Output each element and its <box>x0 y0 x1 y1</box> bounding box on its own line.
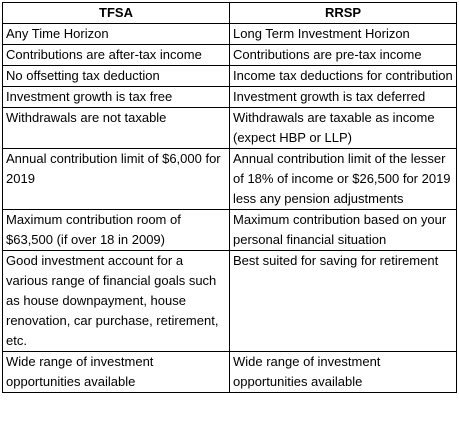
table-row: Good investment account for a various ra… <box>2 250 457 352</box>
rrsp-cell: Investment growth is tax deferred <box>229 86 457 108</box>
header-rrsp: RRSP <box>229 2 457 24</box>
table-row: Wide range of investment opportunities a… <box>2 351 457 393</box>
table-row: Annual contribution limit of $6,000 for … <box>2 148 457 210</box>
rrsp-cell: Wide range of investment opportunities a… <box>229 351 457 393</box>
tfsa-cell: Annual contribution limit of $6,000 for … <box>2 148 230 210</box>
table-row: Maximum contribution room of $63,500 (if… <box>2 209 457 251</box>
rrsp-cell: Best suited for saving for retirement <box>229 250 457 352</box>
tfsa-cell: Investment growth is tax free <box>2 86 230 108</box>
header-tfsa: TFSA <box>2 2 230 24</box>
rrsp-cell: Contributions are pre-tax income <box>229 44 457 66</box>
table-row: No offsetting tax deduction Income tax d… <box>2 65 457 87</box>
rrsp-cell: Withdrawals are taxable as income (expec… <box>229 107 457 149</box>
tfsa-cell: Contributions are after-tax income <box>2 44 230 66</box>
tfsa-cell: Withdrawals are not taxable <box>2 107 230 149</box>
tfsa-cell: Any Time Horizon <box>2 23 230 45</box>
tfsa-cell: Good investment account for a various ra… <box>2 250 230 352</box>
rrsp-cell: Annual contribution limit of the lesser … <box>229 148 457 210</box>
tfsa-cell: Wide range of investment opportunities a… <box>2 351 230 393</box>
table-row: Contributions are after-tax income Contr… <box>2 44 457 66</box>
rrsp-cell: Income tax deductions for contribution <box>229 65 457 87</box>
header-row: TFSA RRSP <box>2 2 457 24</box>
comparison-table: TFSA RRSP Any Time Horizon Long Term Inv… <box>2 2 457 393</box>
rrsp-cell: Long Term Investment Horizon <box>229 23 457 45</box>
tfsa-cell: Maximum contribution room of $63,500 (if… <box>2 209 230 251</box>
rrsp-cell: Maximum contribution based on your perso… <box>229 209 457 251</box>
table-row: Withdrawals are not taxable Withdrawals … <box>2 107 457 149</box>
tfsa-cell: No offsetting tax deduction <box>2 65 230 87</box>
table-row: Any Time Horizon Long Term Investment Ho… <box>2 23 457 45</box>
table-row: Investment growth is tax free Investment… <box>2 86 457 108</box>
